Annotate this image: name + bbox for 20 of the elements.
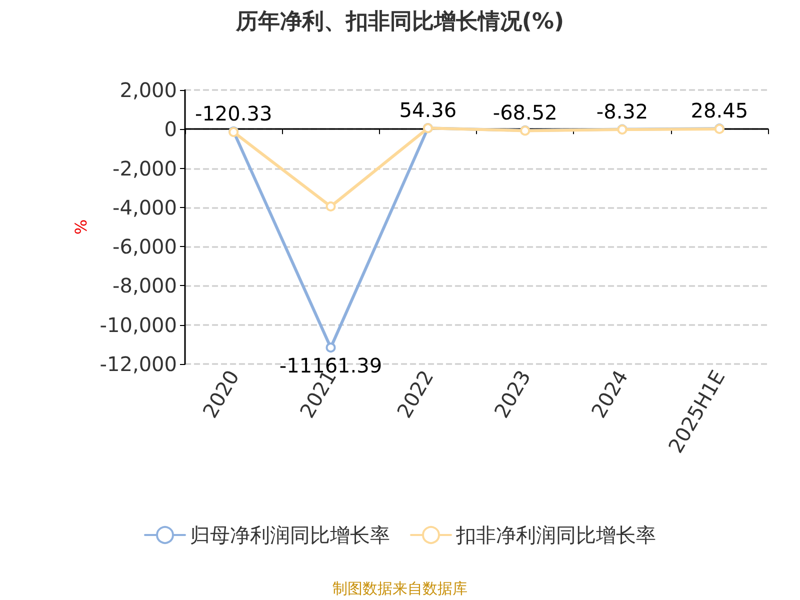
y-tick-label: -10,000	[100, 312, 177, 337]
text: 制图数据来自数据库	[332, 580, 468, 598]
legend-label: 扣非净利润同比增长率	[455, 523, 656, 547]
y-tick-label: 0	[164, 117, 177, 142]
data-label: 54.36	[399, 98, 457, 122]
y-tick-label: -12,000	[100, 352, 177, 376]
y-axis-title: %	[71, 219, 90, 235]
data-label: -68.52	[492, 100, 558, 124]
legend-label: 归母净利润同比增长率	[190, 523, 390, 547]
chart-title: 历年净利、扣非同比增长情况(%)	[234, 10, 564, 34]
y-tick-label: -8,000	[112, 274, 177, 298]
data-label: -8.32	[596, 99, 648, 124]
data-label: 28.45	[690, 98, 748, 123]
point	[326, 201, 336, 212]
point	[326, 342, 336, 353]
data-label: -120.33	[194, 102, 272, 126]
y-tick-label: 2,000	[120, 78, 177, 102]
y-tick-label: -2,000	[112, 156, 177, 180]
y-tick-label: -6,000	[112, 234, 177, 259]
y-tick-label: -4,000	[112, 195, 177, 220]
